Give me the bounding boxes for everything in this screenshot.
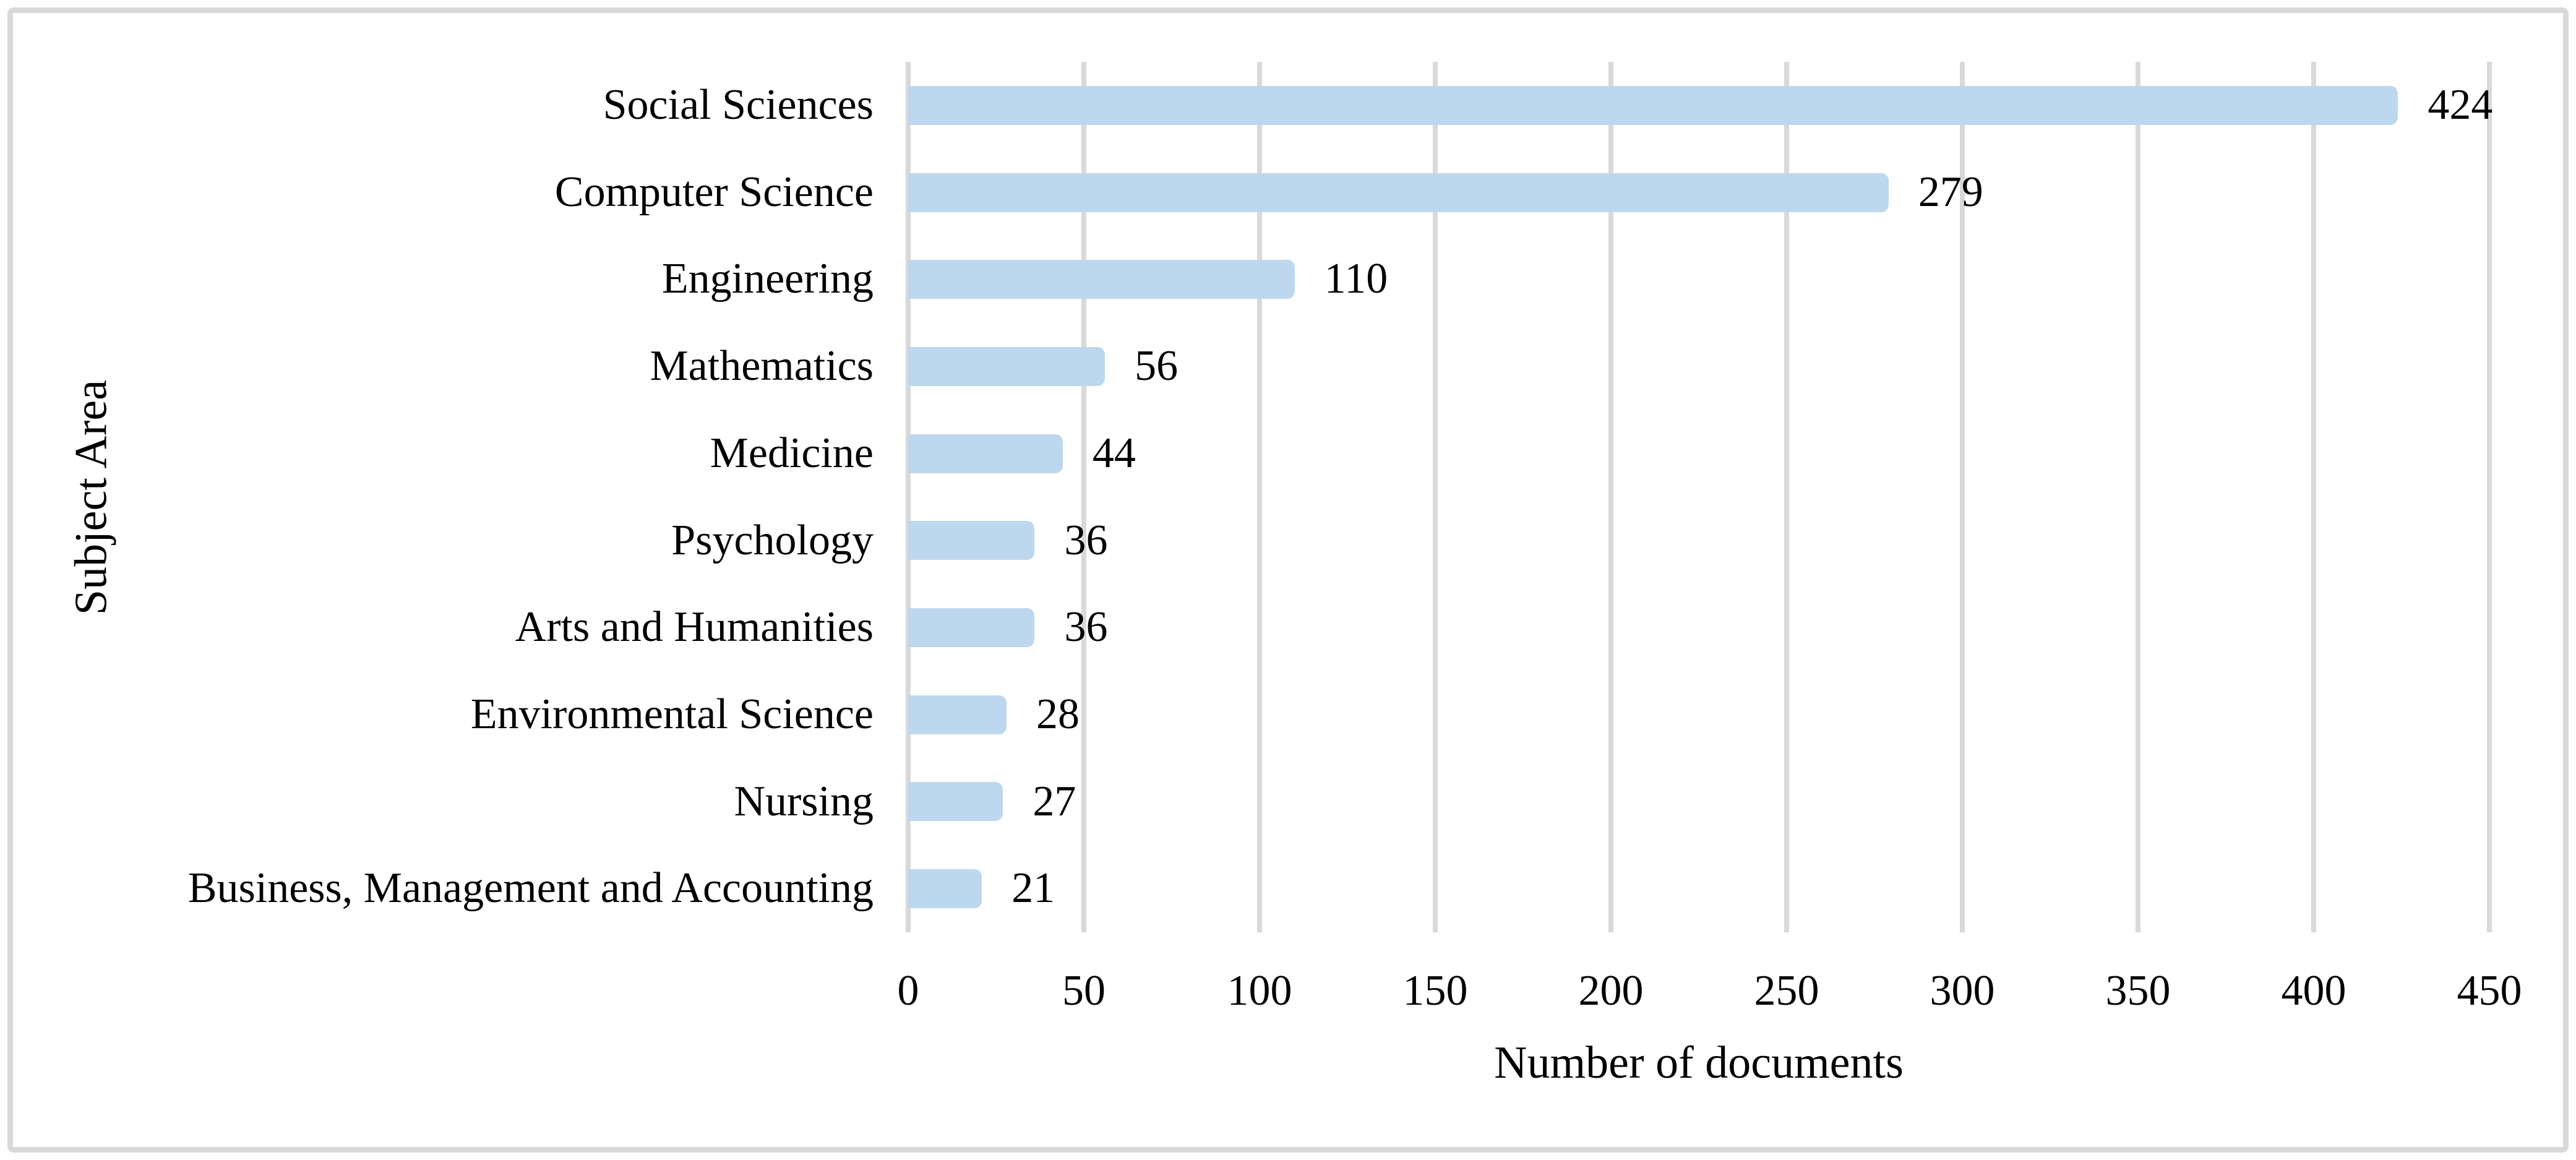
value-label: 27 [1033,777,1076,825]
gridline [1784,62,1789,932]
plot-area [906,62,2492,932]
x-tick-label: 150 [1402,967,1468,1015]
bar [908,85,2398,125]
x-tick-label: 350 [2105,967,2171,1015]
category-label: Business, Management and Accounting [187,864,874,913]
x-axis-title: Number of documents [1494,1038,1904,1088]
bar-row: Mathematics 56 [0,323,2576,410]
gridline [2136,62,2140,932]
value-label: 56 [1135,342,1179,390]
value-label: 44 [1092,429,1136,477]
bar [908,346,1106,386]
bar-row: Psychology 36 [0,497,2576,585]
x-tick-label: 250 [1754,967,1819,1015]
bar [908,260,1295,299]
bar-row: Medicine 44 [0,410,2576,497]
bar-row: Nursing 27 [0,758,2576,846]
value-label: 21 [1011,864,1055,913]
gridline [1608,62,1613,932]
category-label: Psychology [671,516,874,564]
gridline [1960,62,1965,932]
category-label: Arts and Humanities [515,603,874,651]
bar [908,173,1889,212]
gridline [1081,62,1086,932]
category-label: Computer Science [554,168,874,216]
category-label: Medicine [710,429,874,477]
y-axis-title: Subject Area [66,379,117,616]
x-tick-label: 400 [2281,967,2346,1015]
x-tick-label: 200 [1578,967,1644,1015]
gridline [906,62,911,932]
category-label: Nursing [734,777,874,825]
bar [908,782,1003,822]
bar [908,434,1063,473]
bar [908,869,982,909]
bar [908,608,1035,648]
value-label: 28 [1036,690,1080,738]
bar [908,521,1035,561]
gridline [1433,62,1438,932]
x-tick-label: 100 [1227,967,1292,1015]
bar-row: Computer Science 279 [0,149,2576,236]
value-label: 36 [1064,603,1108,651]
gridline [2311,62,2316,932]
category-label: Environmental Science [470,690,874,738]
x-tick-label: 300 [1930,967,1995,1015]
bar-row: Business, Management and Accounting 21 [0,845,2576,932]
gridline [2487,62,2492,932]
x-tick-label: 0 [897,967,919,1015]
x-tick-label: 450 [2457,967,2522,1015]
gridline [1257,62,1262,932]
bar-row: Environmental Science 28 [0,671,2576,758]
value-label: 279 [1918,168,1983,216]
value-label: 36 [1064,516,1108,564]
bar-row: Social Sciences 424 [0,62,2576,149]
category-label: Social Sciences [603,81,874,129]
bar [908,695,1007,734]
category-label: Mathematics [650,342,874,390]
bar-row: Arts and Humanities 36 [0,584,2576,671]
value-label: 424 [2428,81,2493,129]
category-label: Engineering [661,255,874,303]
x-tick-label: 50 [1062,967,1106,1015]
bar-row: Engineering 110 [0,236,2576,323]
value-label: 110 [1324,255,1388,303]
